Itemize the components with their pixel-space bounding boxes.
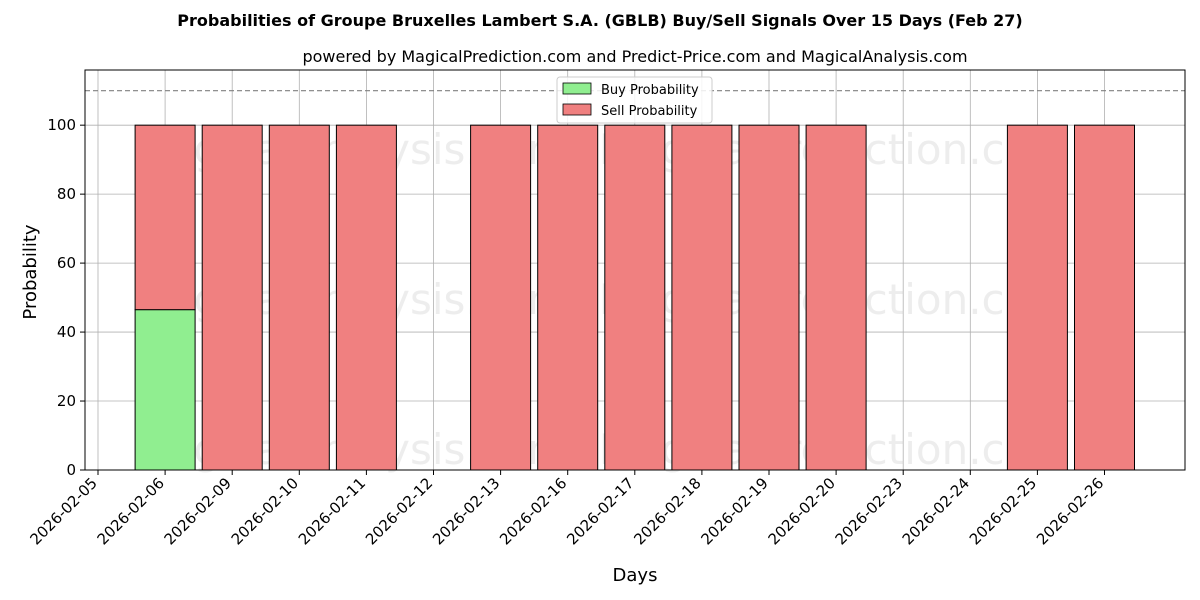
x-tick-label: 2026-02-05 [26,474,100,548]
bar-sell [671,124,733,471]
x-tick-label: 2026-02-23 [832,474,906,548]
bar-sell [268,124,330,471]
y-axis-label: Probability [20,224,41,319]
bar-sell [604,124,666,471]
x-tick-label: 2026-02-12 [362,474,436,548]
x-tick-label: 2026-02-26 [1033,474,1107,548]
x-tick-label: 2026-02-19 [697,474,771,548]
legend-box [556,76,713,124]
y-tick-label: 60 [57,254,76,272]
y-tick-label: 0 [66,461,76,479]
x-tick-label: 2026-02-06 [94,474,168,548]
x-tick-label: 2026-02-25 [966,474,1040,548]
chart-subtitle: powered by MagicalPrediction.com and Pre… [302,47,967,66]
x-tick-label: 2026-02-24 [899,474,973,548]
chart-title: Probabilities of Groupe Bruxelles Lamber… [177,11,1022,30]
bar-sell [1006,124,1068,471]
x-tick-label: 2026-02-10 [228,474,302,548]
x-axis-ticks: 2026-02-052026-02-062026-02-092026-02-10… [26,470,1107,548]
legend-swatch-buy [562,82,592,95]
bar-sell [537,124,599,471]
y-tick-label: 40 [57,323,76,341]
y-tick-label: 20 [57,392,76,410]
x-axis-label: Days [613,565,658,586]
legend: Buy Probability Sell Probability [556,76,713,124]
bar-sell [805,124,867,471]
bar-sell [134,124,196,311]
legend-swatch-sell [562,103,592,116]
x-tick-label: 2026-02-20 [765,474,839,548]
bar-sell [470,124,532,471]
bar-sell [201,124,263,471]
x-tick-label: 2026-02-09 [161,474,235,548]
x-tick-label: 2026-02-18 [630,474,704,548]
bar-buy [134,309,196,471]
bar-sell [335,124,397,471]
bar-sell [738,124,800,471]
x-tick-label: 2026-02-13 [429,474,503,548]
y-tick-label: 80 [57,185,76,203]
y-tick-label: 100 [47,116,76,134]
legend-label-buy: Buy Probability [601,83,699,98]
x-tick-label: 2026-02-17 [563,474,637,548]
x-tick-label: 2026-02-16 [496,474,570,548]
x-tick-label: 2026-02-11 [295,474,369,548]
bar-sell [1074,124,1135,471]
legend-label-sell: Sell Probability [601,104,698,119]
y-axis-ticks: 0 20 40 60 80 100 [47,116,85,479]
bars [134,124,1135,471]
